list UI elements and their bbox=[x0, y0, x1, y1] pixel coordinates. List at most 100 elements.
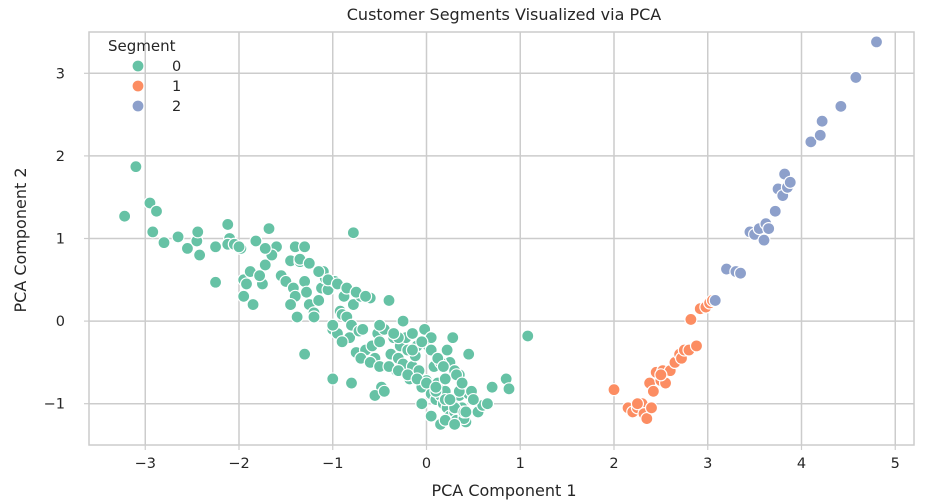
y-tick-label: 1 bbox=[56, 232, 65, 248]
y-tick-label: 0 bbox=[56, 314, 65, 330]
legend-marker-1 bbox=[131, 79, 145, 93]
data-point-segment-0 bbox=[326, 372, 340, 386]
y-tick-label: 2 bbox=[56, 149, 65, 165]
y-tick-label: −1 bbox=[44, 397, 65, 413]
data-point-segment-0 bbox=[149, 204, 164, 218]
chart-title: Customer Segments Visualized via PCA bbox=[347, 5, 662, 24]
data-point-segment-0 bbox=[424, 409, 438, 423]
data-point-segment-0 bbox=[446, 331, 460, 345]
data-point-segment-0 bbox=[480, 397, 495, 411]
data-point-segment-0 bbox=[208, 240, 223, 254]
x-tick-label: −1 bbox=[322, 456, 343, 472]
data-point-segment-0 bbox=[246, 297, 260, 312]
data-point-segment-2 bbox=[869, 35, 884, 49]
legend-label-0: 0 bbox=[172, 59, 181, 75]
data-point-segment-2 bbox=[849, 70, 863, 85]
data-point-segment-2 bbox=[733, 266, 748, 280]
y-axis-label: PCA Component 2 bbox=[11, 167, 30, 312]
data-point-segment-0 bbox=[415, 397, 429, 411]
legend-label-2: 2 bbox=[172, 99, 181, 115]
data-point-segment-2 bbox=[804, 135, 818, 149]
data-point-segment-0 bbox=[436, 359, 450, 374]
data-point-segment-1 bbox=[689, 339, 704, 353]
data-point-segment-0 bbox=[455, 376, 469, 390]
data-point-segment-2 bbox=[783, 175, 797, 189]
data-point-segment-2 bbox=[708, 293, 722, 308]
data-point-segment-0 bbox=[405, 326, 420, 341]
data-point-segment-0 bbox=[466, 392, 480, 407]
x-tick-label: 3 bbox=[703, 456, 712, 472]
data-point-segment-0 bbox=[326, 318, 340, 332]
data-point-segment-0 bbox=[405, 343, 420, 357]
data-point-segment-1 bbox=[607, 383, 621, 397]
tick-labels: −3 −2 −1 0 1 2 3 4 5 −1 0 1 2 3 bbox=[44, 66, 900, 472]
data-point-segment-0 bbox=[521, 329, 535, 343]
data-point-segment-0 bbox=[502, 382, 516, 396]
data-point-segment-0 bbox=[429, 380, 443, 394]
data-point-segment-2 bbox=[815, 114, 829, 128]
data-point-segment-0 bbox=[312, 264, 326, 279]
data-point-segment-0 bbox=[253, 269, 267, 283]
data-point-segment-0 bbox=[258, 258, 272, 272]
data-point-segment-0 bbox=[298, 347, 312, 361]
data-point-segment-0 bbox=[193, 248, 207, 262]
x-tick-label: 0 bbox=[422, 456, 431, 472]
x-tick-label: −2 bbox=[228, 456, 249, 472]
data-point-segment-0 bbox=[249, 234, 263, 248]
data-point-segment-2 bbox=[813, 128, 827, 142]
x-tick-label: 2 bbox=[609, 456, 618, 472]
data-point-segment-0 bbox=[118, 209, 132, 223]
legend-title: Segment bbox=[108, 37, 176, 55]
data-point-segment-0 bbox=[258, 241, 272, 256]
data-point-segment-0 bbox=[239, 277, 254, 291]
data-point-segment-0 bbox=[299, 285, 314, 299]
data-point-segment-0 bbox=[373, 335, 387, 349]
x-tick-label: 4 bbox=[797, 456, 806, 472]
data-point-segment-1 bbox=[684, 312, 698, 327]
y-tick-label: 3 bbox=[56, 66, 65, 82]
data-point-segment-0 bbox=[438, 372, 452, 386]
data-point-segment-0 bbox=[312, 293, 326, 308]
data-point-segment-0 bbox=[373, 318, 387, 332]
data-point-segment-0 bbox=[290, 310, 304, 324]
data-point-segment-0 bbox=[440, 343, 454, 357]
data-point-segment-0 bbox=[191, 225, 205, 239]
data-point-segment-0 bbox=[358, 289, 373, 303]
data-point-segment-1 bbox=[646, 384, 660, 398]
legend-label-1: 1 bbox=[172, 79, 181, 95]
data-point-segment-0 bbox=[346, 297, 360, 312]
legend: Segment 0 1 2 bbox=[108, 37, 181, 115]
data-point-segment-0 bbox=[485, 380, 499, 394]
data-point-segment-1 bbox=[640, 411, 654, 426]
data-point-segment-0 bbox=[208, 275, 223, 289]
data-point-segment-2 bbox=[762, 221, 776, 236]
data-point-segment-0 bbox=[237, 289, 251, 303]
data-point-segment-0 bbox=[377, 384, 391, 398]
data-point-segment-0 bbox=[307, 310, 321, 324]
legend-marker-0 bbox=[131, 59, 145, 73]
data-point-segment-0 bbox=[221, 217, 235, 232]
data-point-segment-2 bbox=[834, 99, 848, 113]
x-tick-label: 1 bbox=[516, 456, 525, 472]
plot-frame bbox=[88, 31, 915, 446]
data-point-segment-0 bbox=[335, 335, 349, 349]
data-point-segment-0 bbox=[146, 225, 160, 239]
data-point-segment-0 bbox=[396, 314, 410, 328]
data-point-segment-0 bbox=[298, 274, 312, 289]
data-point-segment-0 bbox=[462, 347, 476, 361]
data-point-segment-1 bbox=[644, 401, 659, 415]
data-point-segment-0 bbox=[298, 240, 312, 254]
x-tick-label: 5 bbox=[891, 456, 900, 472]
data-point-segment-0 bbox=[262, 221, 276, 236]
data-point-segment-0 bbox=[443, 392, 457, 407]
data-point-segment-0 bbox=[171, 230, 185, 244]
data-point-segment-0 bbox=[459, 405, 473, 419]
axes-frame bbox=[84, 31, 915, 450]
data-point-segment-0 bbox=[344, 376, 359, 390]
data-point-segment-0 bbox=[283, 297, 298, 312]
x-axis-label: PCA Component 1 bbox=[431, 481, 576, 500]
data-point-segment-0 bbox=[387, 326, 401, 341]
data-point-segment-0 bbox=[382, 293, 396, 308]
data-point-segment-1 bbox=[654, 368, 668, 382]
